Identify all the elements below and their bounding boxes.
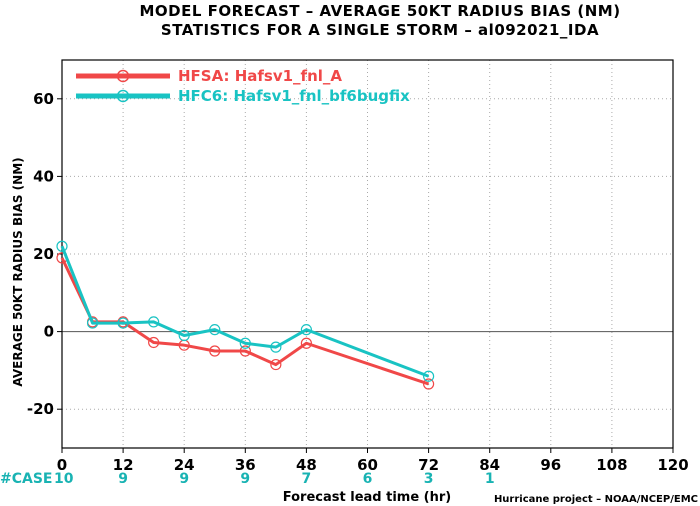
x-tick-label: 96	[540, 456, 561, 474]
x-tick-label: 120	[657, 456, 688, 474]
series-point-1	[423, 378, 435, 390]
x-tick-label: 108	[596, 456, 627, 474]
x-tick-label: 60	[357, 456, 378, 474]
series-point-1	[300, 337, 312, 349]
x-tick-label: 72	[418, 456, 439, 474]
series-point-1	[148, 336, 160, 349]
series-point-1	[239, 345, 251, 357]
legend-label-1: HFSA: Hafsv1_fnl_A	[178, 67, 342, 85]
series-point-1	[270, 358, 282, 371]
series-point-2	[423, 370, 435, 382]
x-tick-label: 48	[296, 456, 317, 474]
y-tick-label: -20	[27, 400, 54, 418]
series-point-2	[117, 317, 129, 329]
x-axis-ticks: 0 12 24 36 48 60 72 84 96 108 120	[57, 448, 689, 474]
legend-marker-1	[116, 69, 130, 83]
y-tick-label: 20	[33, 245, 54, 263]
y-tick-label: 40	[33, 167, 54, 185]
x-tick-label: 84	[479, 456, 500, 474]
legend: HFSA: Hafsv1_fnl_A HFC6: Hafsv1_fnl_bf6bu…	[76, 67, 410, 105]
case-count: 9	[240, 471, 250, 487]
series-point-2	[209, 324, 221, 336]
case-label: #CASE	[0, 471, 53, 487]
case-count: 9	[179, 471, 189, 487]
series-point-2	[300, 324, 312, 336]
y-axis-label: AVERAGE 50KT RADIUS BIAS (NM)	[11, 157, 25, 386]
series-layer	[56, 240, 435, 390]
y-tick-label: 0	[44, 323, 54, 341]
case-count: 7	[302, 471, 312, 487]
gridlines	[62, 60, 673, 448]
case-count: 3	[424, 471, 434, 487]
series-line-2	[60, 245, 430, 378]
series-point-2	[86, 317, 99, 329]
legend-marker-2	[116, 89, 130, 103]
case-count: 9	[118, 471, 128, 487]
series-point-2	[178, 329, 190, 342]
case-counts: 10 9 9 9 7 6 3 1	[54, 471, 495, 487]
plot-frame	[61, 59, 674, 449]
legend-label-2: HFC6: Hafsv1_fnl_bf6bugfix	[178, 87, 410, 105]
case-count: 6	[363, 471, 373, 487]
x-tick-label: 24	[174, 456, 195, 474]
x-tick-label: 36	[235, 456, 256, 474]
y-tick-label: 60	[33, 90, 54, 108]
x-tick-label: 0	[57, 456, 67, 474]
case-count: 10	[54, 471, 74, 487]
series-point-2	[239, 337, 251, 349]
y-axis-ticks: -20 0 20 40 60	[27, 90, 62, 418]
x-tick-label: 12	[113, 456, 134, 474]
series-point-2	[270, 341, 282, 353]
case-count: 1	[485, 471, 495, 487]
credit-text: Hurricane project – NOAA/NCEP/EMC	[494, 494, 698, 505]
series-point-1	[209, 345, 221, 357]
chart-subtitle: STATISTICS FOR A SINGLE STORM – al092021…	[161, 21, 599, 39]
chart-title: MODEL FORECAST – AVERAGE 50KT RADIUS BIA…	[139, 2, 620, 20]
x-axis-label: Forecast lead time (hr)	[283, 490, 451, 505]
series-point-2	[148, 316, 160, 328]
series-point-2	[56, 240, 68, 252]
